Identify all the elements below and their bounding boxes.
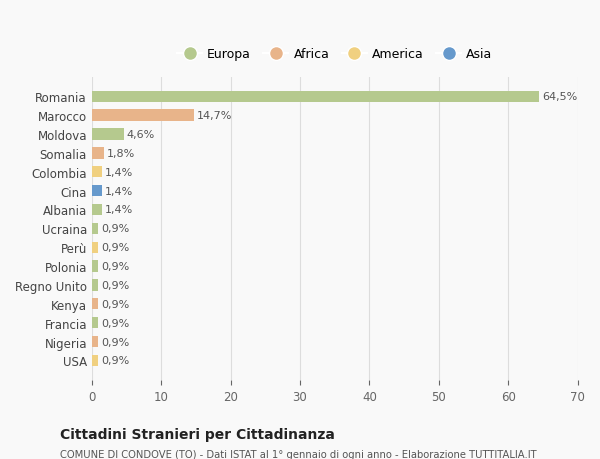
Text: 0,9%: 0,9%: [101, 356, 129, 366]
Text: 1,4%: 1,4%: [104, 168, 133, 177]
Text: COMUNE DI CONDOVE (TO) - Dati ISTAT al 1° gennaio di ogni anno - Elaborazione TU: COMUNE DI CONDOVE (TO) - Dati ISTAT al 1…: [60, 449, 536, 459]
Bar: [92, 298, 98, 310]
Bar: [92, 204, 101, 216]
Text: 1,4%: 1,4%: [104, 205, 133, 215]
Bar: [92, 280, 98, 291]
Bar: [92, 167, 101, 178]
Bar: [92, 91, 539, 103]
Text: 0,9%: 0,9%: [101, 280, 129, 291]
Bar: [92, 110, 194, 122]
Bar: [92, 148, 104, 159]
Text: 1,4%: 1,4%: [104, 186, 133, 196]
Text: 0,9%: 0,9%: [101, 299, 129, 309]
Text: 14,7%: 14,7%: [197, 111, 232, 121]
Text: 0,9%: 0,9%: [101, 224, 129, 234]
Text: 4,6%: 4,6%: [127, 130, 155, 140]
Text: 0,9%: 0,9%: [101, 243, 129, 252]
Bar: [92, 261, 98, 272]
Text: 0,9%: 0,9%: [101, 262, 129, 271]
Text: 64,5%: 64,5%: [542, 92, 577, 102]
Bar: [92, 223, 98, 235]
Text: 1,8%: 1,8%: [107, 149, 136, 158]
Text: 0,9%: 0,9%: [101, 337, 129, 347]
Legend: Europa, Africa, America, Asia: Europa, Africa, America, Asia: [173, 45, 496, 65]
Bar: [92, 129, 124, 140]
Bar: [92, 336, 98, 347]
Bar: [92, 242, 98, 253]
Bar: [92, 185, 101, 197]
Text: Cittadini Stranieri per Cittadinanza: Cittadini Stranieri per Cittadinanza: [60, 427, 335, 442]
Text: 0,9%: 0,9%: [101, 318, 129, 328]
Bar: [92, 317, 98, 329]
Bar: [92, 355, 98, 366]
